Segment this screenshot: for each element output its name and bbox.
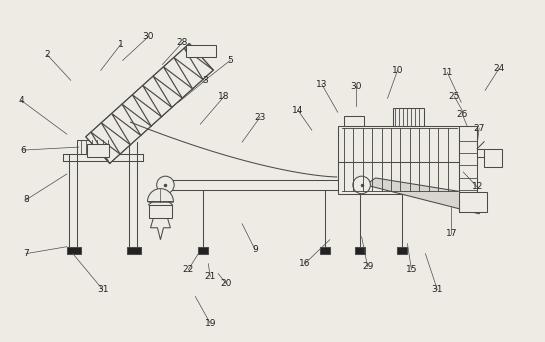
Text: 27: 27: [474, 124, 485, 133]
Wedge shape: [148, 189, 173, 201]
Text: 3: 3: [202, 76, 208, 85]
Bar: [484, 149, 502, 167]
Text: 16: 16: [299, 259, 311, 268]
Bar: [397, 247, 408, 254]
Text: 21: 21: [204, 272, 216, 281]
Polygon shape: [366, 178, 487, 214]
Text: 28: 28: [177, 38, 188, 47]
Text: 22: 22: [183, 265, 194, 274]
Text: 19: 19: [204, 319, 216, 328]
Circle shape: [353, 176, 371, 194]
Text: 12: 12: [471, 182, 483, 192]
Text: 25: 25: [449, 92, 460, 101]
Polygon shape: [86, 43, 213, 163]
Bar: [477, 149, 484, 157]
Text: 2: 2: [44, 50, 50, 59]
Bar: [392, 108, 425, 126]
Text: 1: 1: [118, 40, 124, 49]
Text: 7: 7: [23, 249, 29, 258]
Text: 14: 14: [292, 106, 304, 115]
Text: 11: 11: [441, 68, 453, 77]
Bar: [67, 247, 81, 254]
Text: 6: 6: [20, 146, 26, 155]
Text: 30: 30: [143, 32, 154, 41]
Bar: [126, 247, 141, 254]
Bar: [186, 45, 216, 57]
Bar: [320, 247, 330, 254]
Bar: [355, 247, 365, 254]
Text: 31: 31: [97, 285, 108, 294]
Text: 26: 26: [457, 110, 468, 119]
Text: 9: 9: [252, 245, 258, 254]
Bar: [198, 247, 208, 254]
Text: 29: 29: [362, 262, 373, 271]
Text: 10: 10: [392, 66, 403, 75]
Polygon shape: [150, 218, 171, 240]
Text: 31: 31: [432, 285, 443, 294]
Text: 4: 4: [18, 96, 24, 105]
Bar: [459, 192, 487, 212]
Text: 30: 30: [350, 82, 361, 91]
Bar: [338, 126, 459, 194]
Bar: [148, 205, 172, 218]
Bar: [459, 126, 477, 194]
Text: 24: 24: [493, 64, 505, 73]
Text: 17: 17: [445, 229, 457, 238]
Bar: [344, 116, 364, 126]
Text: 13: 13: [316, 80, 328, 89]
Text: 5: 5: [227, 56, 233, 65]
Text: 20: 20: [221, 279, 232, 288]
Text: 18: 18: [219, 92, 230, 101]
Bar: [77, 140, 114, 154]
Text: 15: 15: [405, 265, 417, 274]
Bar: [87, 144, 108, 157]
Circle shape: [156, 176, 174, 194]
Text: 23: 23: [255, 113, 266, 122]
Text: 8: 8: [23, 195, 29, 205]
